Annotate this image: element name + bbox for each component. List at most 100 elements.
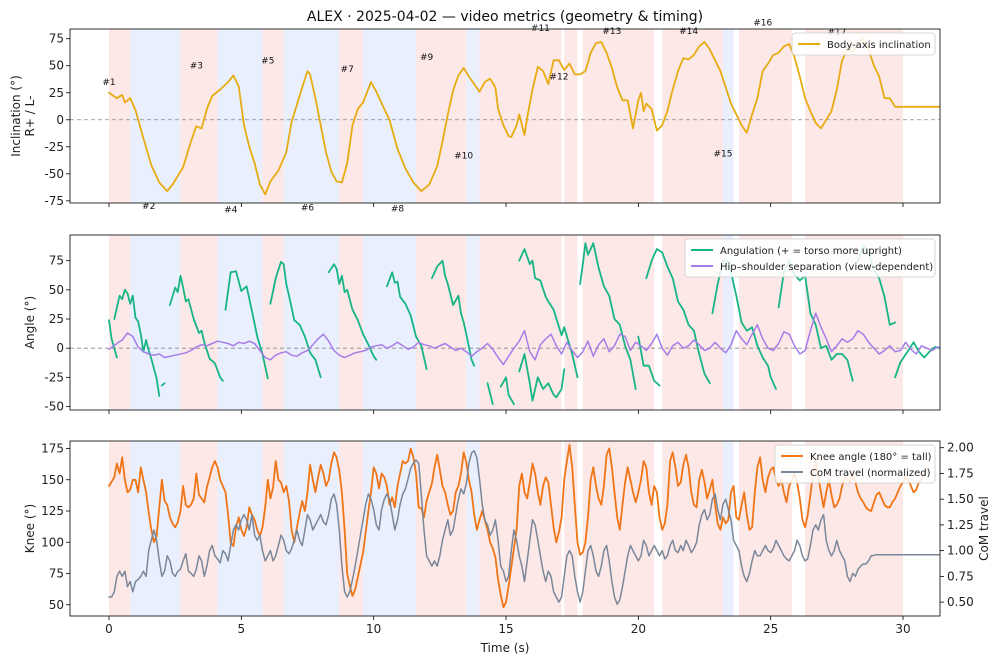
event-marker: #8 [391,204,405,214]
phase-band-R [662,29,724,203]
y-tick-label: 50 [49,598,64,612]
y-tick-label: -75 [44,194,64,208]
phase-band-L [363,235,417,410]
phase-band-L [363,441,417,616]
x-tick-label: 30 [895,622,910,636]
phase-band-R [109,441,131,616]
y-tick-label-right: 1.50 [947,492,974,506]
phase-band-L [283,235,340,410]
legend-label: Angulation (+ = torso more upright) [720,246,902,257]
phase-bands [109,29,903,203]
event-marker: #1 [102,78,115,88]
series-line-0 [637,335,661,387]
legend-label: Knee angle (180° = tall) [810,452,932,463]
phase-band-R [662,441,724,616]
y-tick-label-right: 0.50 [947,595,974,609]
y-tick-label: 0 [56,113,64,127]
y-tick-label: 75 [49,254,64,268]
phase-band-R [180,29,218,203]
plot-frame [69,28,941,204]
phase-band-R [180,235,218,410]
phase-band-R [564,29,578,203]
series-line-1 [108,450,940,605]
event-marker: #5 [261,56,274,66]
y-axis-label: Knee (°) [23,504,37,553]
y-tick-label: 175 [41,442,64,456]
phase-band-L [217,441,263,616]
phase-band-L [130,441,181,616]
phase-band-R [109,235,131,410]
y-axis-label-right: CoM travel [977,496,991,561]
y-tick-label: -25 [44,370,64,384]
event-marker: #15 [714,149,733,159]
series-line-0 [579,242,637,390]
phase-band-L [363,29,417,203]
phase-band-R [262,441,284,616]
plot-frame [69,234,941,411]
panel-inclination: 75 50 25 0 -25 -50 -75 Inclination (°) R+ / L- #1… [9,19,941,215]
y-axis-label: Inclination (°) [9,75,23,157]
series-line-0 [108,37,940,196]
series-line-0 [169,274,224,382]
event-marker: #11 [531,24,550,34]
x-tick-label: 0 [105,622,113,636]
y-tick-label-right: 1.00 [947,544,974,558]
phase-band-R [479,441,562,616]
phase-band-R [262,235,284,410]
series-line-0 [645,248,711,385]
panel-angle: 75 50 25 0 -25 -50 Angle (°) Angulation (+ = to… [23,234,941,414]
series-line-0 [327,263,378,361]
x-tick-label: 15 [498,622,513,636]
series-group [108,37,940,196]
chart-title: ALEX · 2025-04-02 — video metrics (geome… [307,9,703,25]
phase-band-R [262,29,284,203]
series-line-0 [269,260,322,379]
event-marker: #3 [190,62,203,72]
phase-band-R [564,235,578,410]
phase-band-R [339,441,364,616]
phase-band-R [416,29,467,203]
x-tick-label: 10 [366,622,381,636]
series-line-0 [518,248,579,379]
y-tick-label: 50 [49,59,64,73]
phase-band-L [283,29,340,203]
x-tick-label: 25 [763,622,778,636]
event-marker: #9 [420,53,434,63]
y-tick-label-right: 1.75 [947,466,974,480]
y-tick-label-right: 2.00 [947,441,974,455]
series-line-0 [386,271,428,371]
phase-band-R [339,235,364,410]
legend-box [684,238,936,278]
event-marker: #14 [679,27,698,37]
phase-band-L [217,29,263,203]
y-tick-label: 0 [56,341,64,355]
x-tick-label: 5 [238,622,246,636]
series-line-0 [499,376,515,406]
y-axis-label: Angle (°) [23,296,37,349]
y-tick-label-right: 0.75 [947,569,974,583]
legend-box [791,32,936,56]
y-tick-label-right: 1.25 [947,518,974,532]
phase-band-R [339,29,364,203]
legend: Angulation (+ = torso more upright) Hip–s… [684,238,936,278]
phase-band-R [805,29,903,203]
y-tick-label: 25 [49,86,64,100]
phase-band-R [109,29,131,203]
legend-box [774,444,936,484]
event-marker: #6 [301,203,315,213]
phase-band-L [723,441,734,616]
series-line-1 [108,312,940,366]
legend-label: Hip–shoulder separation (view-dependent) [720,262,933,273]
event-marker: #2 [142,202,155,212]
legend: Knee angle (180° = tall) CoM travel (norm… [774,444,936,484]
phase-band-L [466,235,480,410]
phase-band-R [479,235,562,410]
y-axis-label: R+ / L- [23,96,37,137]
phase-band-R [416,235,467,410]
series-line-0 [431,259,476,367]
panel-knee: 17515012510075502.001.751.501.251.000.75… [23,440,991,655]
phase-band-R [582,29,655,203]
legend-label: CoM travel (normalized) [810,468,931,479]
event-marker: #7 [341,65,354,75]
legend: Body-axis inclination [791,32,936,56]
